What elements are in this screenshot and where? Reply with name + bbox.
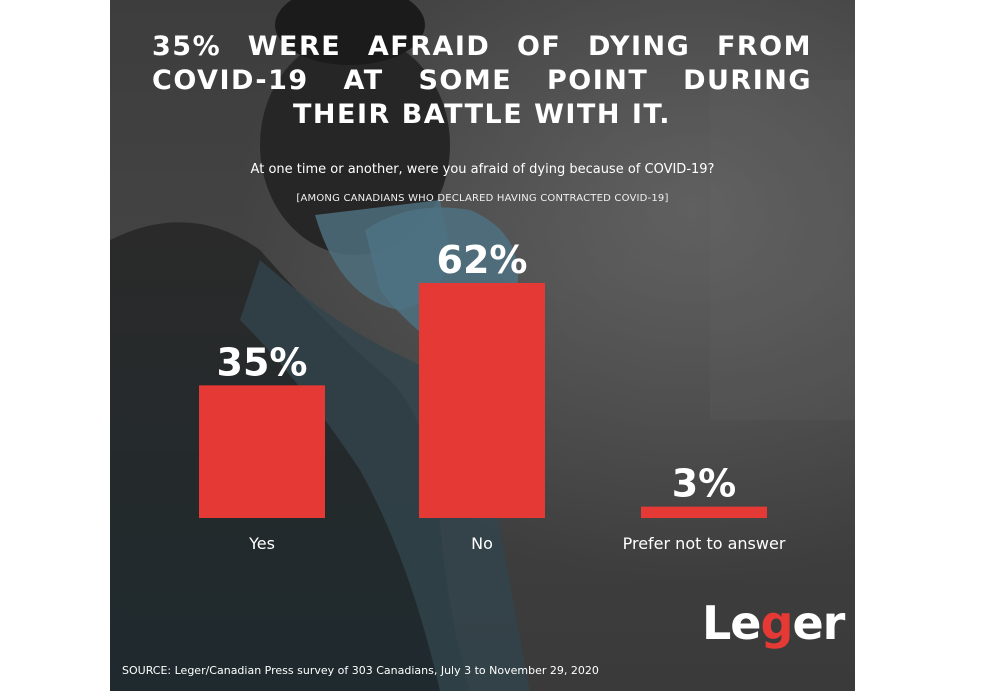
figure-head xyxy=(260,35,450,255)
bar-yes xyxy=(199,385,325,518)
source-footnote: SOURCE: Leger/Canadian Press survey of 3… xyxy=(122,664,599,677)
bar-no xyxy=(419,283,545,518)
bar-prefer-not-to-answer xyxy=(641,506,767,518)
leger-logo-text: Leger xyxy=(702,596,845,650)
leger-logo: Leger xyxy=(702,596,845,650)
category-label: Prefer not to answer xyxy=(623,534,786,553)
bar-value-label: 35% xyxy=(217,340,308,384)
figure-arm xyxy=(240,260,530,691)
leger-logo-accent: g xyxy=(760,596,794,650)
window-light xyxy=(710,80,855,420)
bar-value-label: 3% xyxy=(672,462,737,506)
category-label: Yes xyxy=(248,534,275,553)
survey-question: At one time or another, were you afraid … xyxy=(250,162,715,177)
bar-value-label: 62% xyxy=(437,238,528,282)
figure-hair xyxy=(275,0,425,65)
page-title: 35% WERE AFRAID OF DYING FROM COVID-19 A… xyxy=(152,31,812,130)
category-label: No xyxy=(471,534,493,553)
infographic-card: 35% WERE AFRAID OF DYING FROM COVID-19 A… xyxy=(110,0,855,691)
survey-population: [AMONG CANADIANS WHO DECLARED HAVING CON… xyxy=(296,193,669,204)
bar-chart: 35% Yes 62% No 3% Prefer not to answer xyxy=(199,238,786,553)
